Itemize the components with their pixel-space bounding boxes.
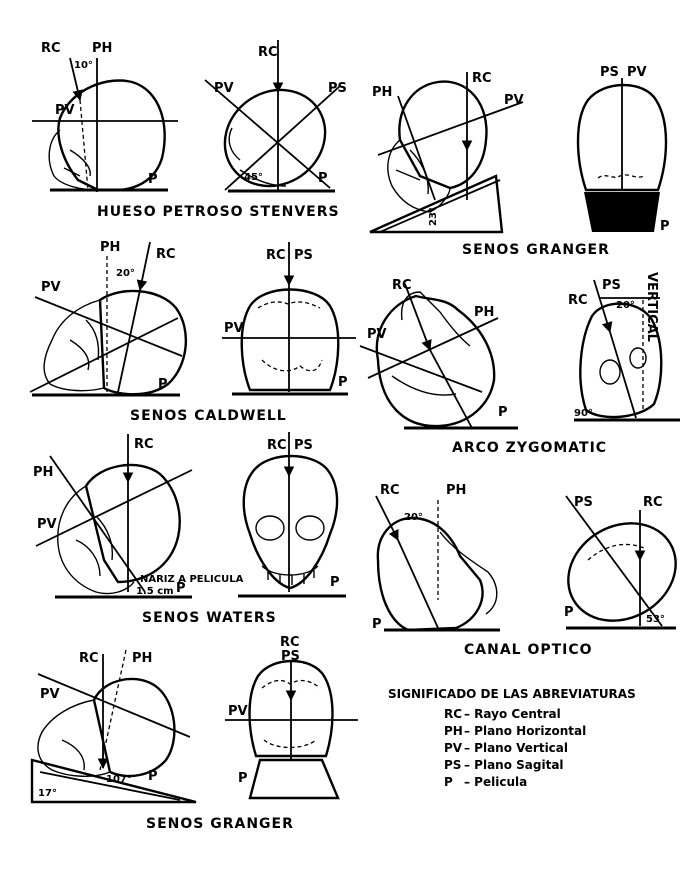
figure-stenvers-lateral: RC PH PV P 10° bbox=[32, 41, 178, 192]
label-pv: PV bbox=[37, 517, 57, 532]
label-ps: PS bbox=[281, 649, 300, 664]
label-p: P bbox=[498, 405, 508, 420]
caption-caldwell: SENOS CALDWELL bbox=[130, 408, 287, 424]
label-ps: PS bbox=[574, 495, 593, 510]
label-vertical: VERTICAL bbox=[644, 272, 659, 342]
figure-stenvers-frontal: RC PV PS P 45° bbox=[204, 40, 347, 193]
label-ps: PS bbox=[328, 81, 347, 96]
label-ph: PH bbox=[474, 305, 494, 320]
legend-meaning: – Plano Sagital bbox=[464, 758, 564, 772]
figure-granger-frontal-bottom: RC PS PV P bbox=[225, 635, 358, 800]
legend-meaning: – Plano Horizontal bbox=[464, 724, 586, 738]
label-dist: 1.5 cm bbox=[136, 586, 174, 597]
figure-optico-lateral: RC PH 20° P bbox=[372, 483, 500, 632]
caption-granger-top: SENOS GRANGER bbox=[462, 242, 610, 258]
label-angle: 45° bbox=[244, 172, 263, 183]
legend-abbr: PV bbox=[444, 741, 463, 755]
label-angle: 53° bbox=[646, 614, 665, 625]
figure-waters-lateral: RC PH PV NARIZ A PELICULA 1.5 cm P bbox=[33, 434, 244, 599]
abbreviations-legend: SIGNIFICADO DE LAS ABREVIATURAS RC – Ray… bbox=[388, 687, 636, 789]
label-p: P bbox=[238, 771, 248, 786]
label-ps: PS bbox=[294, 248, 313, 263]
label-rc: RC bbox=[41, 41, 61, 56]
label-rc: RC bbox=[156, 247, 176, 262]
label-pv: PV bbox=[40, 687, 60, 702]
label-p: P bbox=[148, 172, 158, 187]
label-ph: PH bbox=[92, 41, 112, 56]
legend-meaning: – Pelicula bbox=[464, 775, 527, 789]
label-ph: PH bbox=[372, 85, 392, 100]
label-ps: PS bbox=[600, 65, 619, 80]
label-pv: PV bbox=[627, 65, 647, 80]
film-holder-block bbox=[584, 192, 660, 232]
figure-zygomatic-axial: RC PS 20° 90° VERTICAL bbox=[568, 272, 680, 422]
legend-meaning: – Rayo Central bbox=[464, 707, 561, 721]
figure-granger-rear: PS PV P bbox=[576, 65, 670, 234]
legend-abbr: P bbox=[444, 775, 453, 789]
figure-zygomatic-lateral: RC PH PV P bbox=[359, 278, 518, 430]
label-p: P bbox=[330, 575, 340, 590]
figure-caldwell-lateral: PH RC PV P 20° bbox=[29, 240, 188, 397]
figure-waters-frontal: RC PS P bbox=[238, 432, 346, 598]
label-p: P bbox=[338, 375, 348, 390]
label-pv: PV bbox=[504, 93, 524, 108]
label-ph: PH bbox=[132, 651, 152, 666]
legend-abbr: PS bbox=[444, 758, 461, 772]
label-ph: PH bbox=[446, 483, 466, 498]
label-angle-90: 90° bbox=[574, 408, 593, 419]
label-pv: PV bbox=[214, 81, 234, 96]
label-note: NARIZ A PELICULA bbox=[140, 574, 244, 585]
legend-abbr: RC bbox=[444, 707, 462, 721]
label-rc: RC bbox=[266, 248, 286, 263]
figure-caldwell-frontal: RC PS PV P bbox=[222, 242, 356, 396]
label-angle: 10° bbox=[74, 60, 93, 71]
label-rc: RC bbox=[280, 635, 300, 650]
label-p: P bbox=[318, 171, 328, 186]
label-ph: PH bbox=[33, 465, 53, 480]
caption-zygomatic: ARCO ZYGOMATIC bbox=[452, 440, 607, 456]
label-rc: RC bbox=[267, 438, 287, 453]
label-p: P bbox=[158, 377, 168, 392]
label-angle: 23° bbox=[428, 207, 439, 226]
label-ph: PH bbox=[100, 240, 120, 255]
label-pv: PV bbox=[55, 103, 75, 118]
label-rc: RC bbox=[568, 293, 588, 308]
label-p: P bbox=[564, 605, 574, 620]
label-angle-17: 17° bbox=[38, 788, 57, 799]
label-rc: RC bbox=[472, 71, 492, 86]
caption-stenvers: HUESO PETROSO STENVERS bbox=[97, 204, 340, 220]
caption-granger-bottom: SENOS GRANGER bbox=[146, 816, 294, 832]
label-p: P bbox=[660, 219, 670, 234]
legend-abbr: PH bbox=[444, 724, 463, 738]
legend-title: SIGNIFICADO DE LAS ABREVIATURAS bbox=[388, 687, 636, 701]
label-angle-107: 107° bbox=[106, 774, 132, 785]
label-pv: PV bbox=[367, 327, 387, 342]
label-angle: 20° bbox=[404, 512, 423, 523]
label-ps: PS bbox=[294, 438, 313, 453]
label-rc: RC bbox=[380, 483, 400, 498]
figure-granger-lateral-bottom: RC PH PV P 17° 107° bbox=[30, 649, 197, 804]
caption-optico: CANAL OPTICO bbox=[464, 642, 593, 658]
label-rc: RC bbox=[134, 437, 154, 452]
label-ps: PS bbox=[602, 278, 621, 293]
label-p: P bbox=[372, 617, 382, 632]
label-rc: RC bbox=[258, 45, 278, 60]
label-rc: RC bbox=[643, 495, 663, 510]
figure-granger-lateral-top: RC PH PV 23° bbox=[369, 71, 524, 234]
label-pv: PV bbox=[224, 321, 244, 336]
label-angle: 20° bbox=[116, 268, 135, 279]
figure-optico-oblique: PS RC P 53° bbox=[564, 495, 677, 630]
legend-meaning: – Plano Vertical bbox=[464, 741, 568, 755]
label-pv: PV bbox=[41, 280, 61, 295]
label-rc: RC bbox=[392, 278, 412, 293]
label-p: P bbox=[148, 769, 158, 784]
label-rc: RC bbox=[79, 651, 99, 666]
label-p: P bbox=[176, 581, 186, 596]
label-angle-20: 20° bbox=[616, 300, 635, 311]
label-pv: PV bbox=[228, 704, 248, 719]
caption-waters: SENOS WATERS bbox=[142, 610, 277, 626]
